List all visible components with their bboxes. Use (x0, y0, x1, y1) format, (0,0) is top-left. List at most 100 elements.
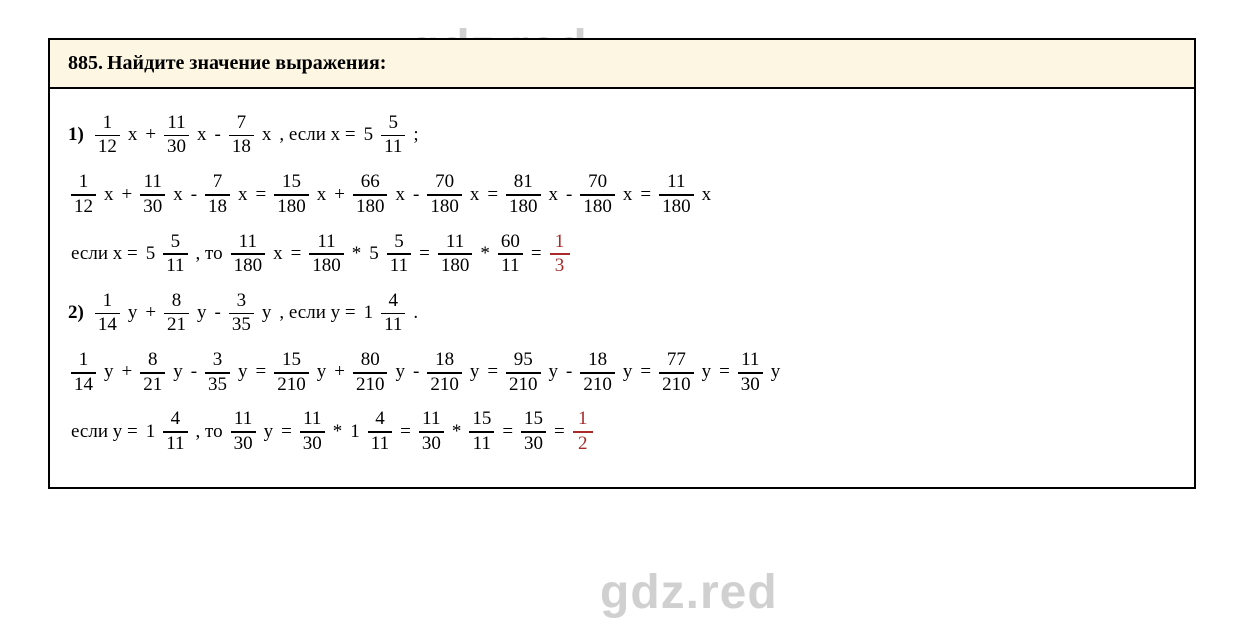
frac: 1130 (140, 172, 165, 217)
prefix: если x = (71, 243, 138, 266)
frac: 15180 (274, 172, 309, 217)
cond-prefix: , если x = (279, 124, 355, 147)
frac: 11180 (438, 232, 473, 277)
frac: 335 (205, 350, 230, 395)
frac: 70180 (427, 172, 462, 217)
op: - (215, 124, 221, 147)
problem-container: 885. Найдите значение выражения: 1) 112 … (48, 38, 1196, 489)
dot: . (413, 302, 418, 325)
var: x (623, 184, 633, 207)
frac: 511 (381, 113, 405, 158)
var: y (128, 302, 138, 325)
frac: 511 (163, 232, 187, 277)
eq: = (502, 421, 513, 444)
var: x (173, 184, 183, 207)
p1-substitute: если x = 5 511 , то 11180 x = 11180 * 5 … (68, 232, 1176, 277)
then: , то (196, 421, 223, 444)
frac: 114 (71, 350, 96, 395)
var: y (264, 421, 274, 444)
star: * (333, 421, 343, 444)
frac: 15210 (274, 350, 309, 395)
semi: ; (413, 124, 418, 147)
star: * (452, 421, 462, 444)
frac: 112 (95, 113, 120, 158)
op: - (413, 184, 419, 207)
frac: 114 (95, 291, 120, 336)
var: x (197, 124, 207, 147)
var: y (317, 361, 327, 384)
cond-prefix: , если y = (279, 302, 355, 325)
p2-substitute: если y = 1 411 , то 1130 y = 1130 * 1 41… (68, 409, 1176, 454)
eq: = (531, 243, 542, 266)
problem-number: 885. (68, 52, 103, 74)
frac: 411 (163, 409, 187, 454)
var: y (104, 361, 114, 384)
var: x (273, 243, 283, 266)
frac: 1511 (469, 409, 494, 454)
frac: 11180 (659, 172, 694, 217)
eq: = (487, 361, 498, 384)
var: y (623, 361, 633, 384)
op: + (334, 184, 345, 207)
star: * (352, 243, 362, 266)
var: y (702, 361, 712, 384)
frac: 718 (229, 113, 254, 158)
frac: 411 (381, 291, 405, 336)
op: + (122, 361, 133, 384)
mixed-int: 5 (369, 243, 379, 266)
var: y (262, 302, 272, 325)
eq: = (640, 184, 651, 207)
eq: = (256, 361, 267, 384)
var: x (395, 184, 405, 207)
frac: 95210 (506, 350, 541, 395)
watermark-bottom: gdz.red (600, 565, 778, 620)
var: y (238, 361, 248, 384)
var: x (262, 124, 272, 147)
eq: = (256, 184, 267, 207)
eq: = (419, 243, 430, 266)
answer-frac: 13 (550, 232, 570, 277)
eq: = (487, 184, 498, 207)
answer-frac: 12 (573, 409, 593, 454)
mixed-int: 1 (350, 421, 360, 444)
frac: 821 (140, 350, 165, 395)
frac: 718 (205, 172, 230, 217)
mixed-int: 1 (364, 302, 374, 325)
eq: = (640, 361, 651, 384)
frac: 335 (229, 291, 254, 336)
frac: 1130 (738, 350, 763, 395)
var: x (104, 184, 114, 207)
p1-simplify: 112x + 1130x - 718x = 15180x + 66180x - … (68, 172, 1176, 217)
var: y (470, 361, 480, 384)
frac: 66180 (353, 172, 388, 217)
op: - (191, 184, 197, 207)
eq: = (400, 421, 411, 444)
problem-header: 885. Найдите значение выражения: (50, 40, 1194, 89)
frac: 81180 (506, 172, 541, 217)
star: * (480, 243, 490, 266)
frac: 80210 (353, 350, 388, 395)
frac: 1130 (164, 113, 189, 158)
problem-content: 1) 112 x + 1130 x - 718 x , если x = 5 5… (50, 89, 1194, 487)
frac: 77210 (659, 350, 694, 395)
frac: 511 (387, 232, 411, 277)
p2-label: 2) (68, 302, 84, 325)
eq: = (291, 243, 302, 266)
frac: 411 (368, 409, 392, 454)
frac: 1130 (300, 409, 325, 454)
p2-simplify: 114y + 821y - 335y = 15210y + 80210y - 1… (68, 350, 1176, 395)
frac: 18210 (580, 350, 615, 395)
frac: 6011 (498, 232, 523, 277)
frac: 11180 (309, 232, 344, 277)
var: y (395, 361, 405, 384)
var: x (549, 184, 559, 207)
var: x (128, 124, 138, 147)
var: y (549, 361, 559, 384)
frac: 112 (71, 172, 96, 217)
p2-expression: 2) 114 y + 821 y - 335 y , если y = 1 41… (68, 291, 1176, 336)
var: y (173, 361, 183, 384)
p1-label: 1) (68, 124, 84, 147)
mixed-int: 1 (146, 421, 156, 444)
frac: 11180 (231, 232, 266, 277)
op: - (215, 302, 221, 325)
